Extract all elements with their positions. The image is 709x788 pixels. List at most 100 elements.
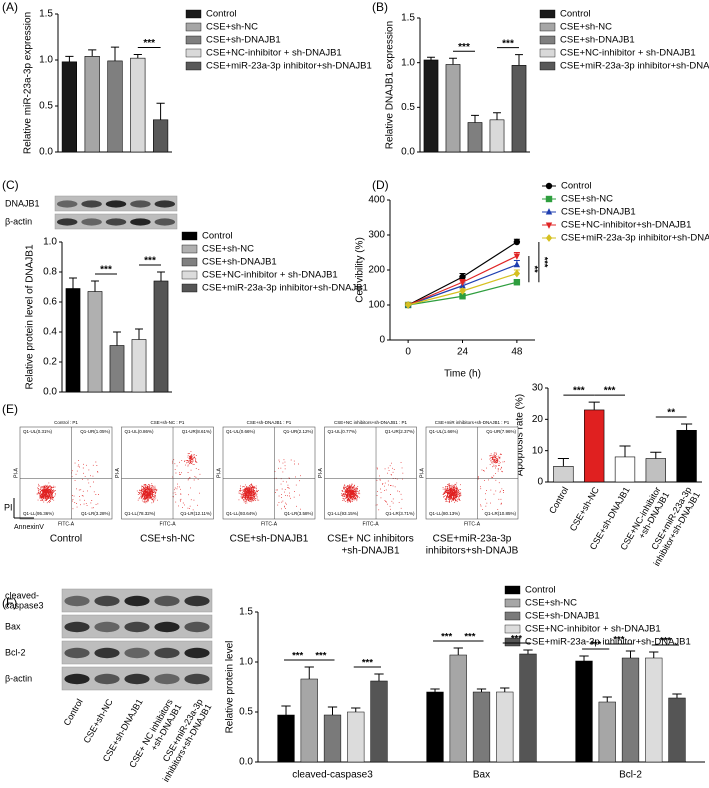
bar xyxy=(109,345,125,393)
flow-caption: inhibitors+sh-DNAJB xyxy=(426,546,519,557)
quadrant-label: Q1-LL(93.64%) xyxy=(226,511,257,516)
marker xyxy=(545,208,553,215)
error-bar xyxy=(135,328,143,340)
bar xyxy=(511,65,527,153)
flow-x-label: FITC-A xyxy=(58,521,75,527)
legend-swatch xyxy=(181,283,198,293)
legend-label: CSE+miR-23a-3p inhibitor+sh-DNAJB1 xyxy=(202,283,368,294)
significance-label: *** xyxy=(573,386,585,397)
bar xyxy=(584,409,605,483)
significance-label: *** xyxy=(502,38,514,49)
blot-band xyxy=(56,200,78,208)
error-bar xyxy=(133,53,142,59)
blot-band xyxy=(184,621,210,633)
y-axis-label: Relative miR-23a-3p expression xyxy=(23,12,34,154)
quadrant-label: Q1-LR(3.58%) xyxy=(284,511,314,516)
bar xyxy=(323,714,342,763)
y-tick-label: 1.5 xyxy=(239,607,253,618)
marker xyxy=(404,301,412,309)
quadrant-label: Q1-UR(8.61%) xyxy=(182,429,212,434)
flow-frame xyxy=(222,426,316,520)
marker xyxy=(459,279,466,287)
y-tick-label: 10 xyxy=(532,445,544,456)
blot-band xyxy=(94,621,120,633)
significance-label: *** xyxy=(100,265,112,276)
legend-swatch xyxy=(181,257,198,267)
blot-band xyxy=(184,595,210,607)
blot-band xyxy=(81,200,102,208)
bar xyxy=(277,714,295,763)
error-bar xyxy=(374,673,384,681)
flow-y-label: PI-A xyxy=(419,467,425,477)
error-bar xyxy=(588,401,600,410)
y-tick-label: 1.0 xyxy=(43,237,57,248)
x-tick-label: Control xyxy=(547,485,570,515)
blot-band xyxy=(130,218,151,226)
quadrant-label: Q1-LL(80.13%) xyxy=(429,511,460,516)
flow-frame xyxy=(425,426,519,520)
y-axis-label: Cell vibility (%) xyxy=(355,237,366,303)
legend-label: CSE+sh-NC xyxy=(525,598,577,609)
bar xyxy=(449,654,467,763)
y-tick-label: 0 xyxy=(379,335,385,346)
significance-label: *** xyxy=(362,658,373,669)
error-bar xyxy=(649,651,659,658)
error-bar xyxy=(557,458,569,467)
flow-x-label: FITC-A xyxy=(464,521,481,527)
y-tick-label: 1.5 xyxy=(39,9,53,20)
blot-row-label: cleaved- xyxy=(5,590,39,600)
flow-events xyxy=(238,459,301,510)
blot-band xyxy=(94,673,120,685)
quadrant-label: Q1-UL(1.66%) xyxy=(429,429,459,434)
bar xyxy=(445,64,461,153)
y-tick-label: 400 xyxy=(368,195,385,206)
error-bar xyxy=(449,57,457,65)
blot-band xyxy=(64,647,90,659)
error-bar xyxy=(625,650,636,658)
error-bar xyxy=(327,706,338,715)
x-tick-label: Bax xyxy=(473,770,490,781)
error-bar xyxy=(281,705,291,715)
panel-label: (D) xyxy=(372,178,389,192)
bar xyxy=(676,429,697,483)
quadrant-label: Q1-UR(2.37%) xyxy=(385,429,415,434)
bar xyxy=(300,678,318,763)
y-tick-label: 30 xyxy=(532,383,544,394)
quadrant-label: Q1-UR(7.96%) xyxy=(486,429,516,434)
bar xyxy=(65,288,81,393)
legend-label: CSE+miR-23a-3p inhibitor+sh-DNAJB xyxy=(561,233,709,244)
blot-band xyxy=(130,200,151,208)
bar xyxy=(467,122,483,153)
bar xyxy=(668,697,686,763)
blot-band xyxy=(64,595,90,607)
y-tick-label: 0.4 xyxy=(43,327,57,338)
error-bar xyxy=(672,693,682,698)
blot-band xyxy=(154,621,180,633)
flow-events xyxy=(341,461,404,511)
blot-band xyxy=(94,647,120,659)
legend-label: CSE+miR-23a-3p inhibitor+sh-DNAJB1 xyxy=(525,637,691,648)
flow-x-label: FITC-A xyxy=(362,521,379,527)
blot-row-label: β-actin xyxy=(5,216,32,226)
significance-label: *** xyxy=(315,651,326,662)
significance-label: ** xyxy=(530,266,540,274)
flow-frame xyxy=(324,426,417,520)
marker xyxy=(459,287,466,295)
legend-swatch xyxy=(185,61,202,71)
flow-y-label: PI-A xyxy=(216,467,222,477)
legend-label: CSE+miR-23a-3p inhibitor+sh-DNAJB1 xyxy=(206,61,372,72)
legend-label: CSE+sh-NC xyxy=(202,244,254,255)
blot-band xyxy=(154,218,176,226)
blot-band xyxy=(154,200,176,208)
blot-band xyxy=(94,595,120,607)
error-bar xyxy=(681,423,693,431)
blot-row-label: β-actin xyxy=(5,673,32,683)
error-bar xyxy=(430,688,440,692)
flow-caption: CSE+sh-DNAJB1 xyxy=(230,534,309,545)
bar xyxy=(598,701,616,763)
bar xyxy=(575,660,593,763)
bar xyxy=(645,458,666,483)
legend-label: CSE+NC-inhibitor+sh-DNAJB1 xyxy=(561,220,691,231)
significance-label: *** xyxy=(613,635,624,646)
flow-title: Control : P1 xyxy=(54,420,78,425)
